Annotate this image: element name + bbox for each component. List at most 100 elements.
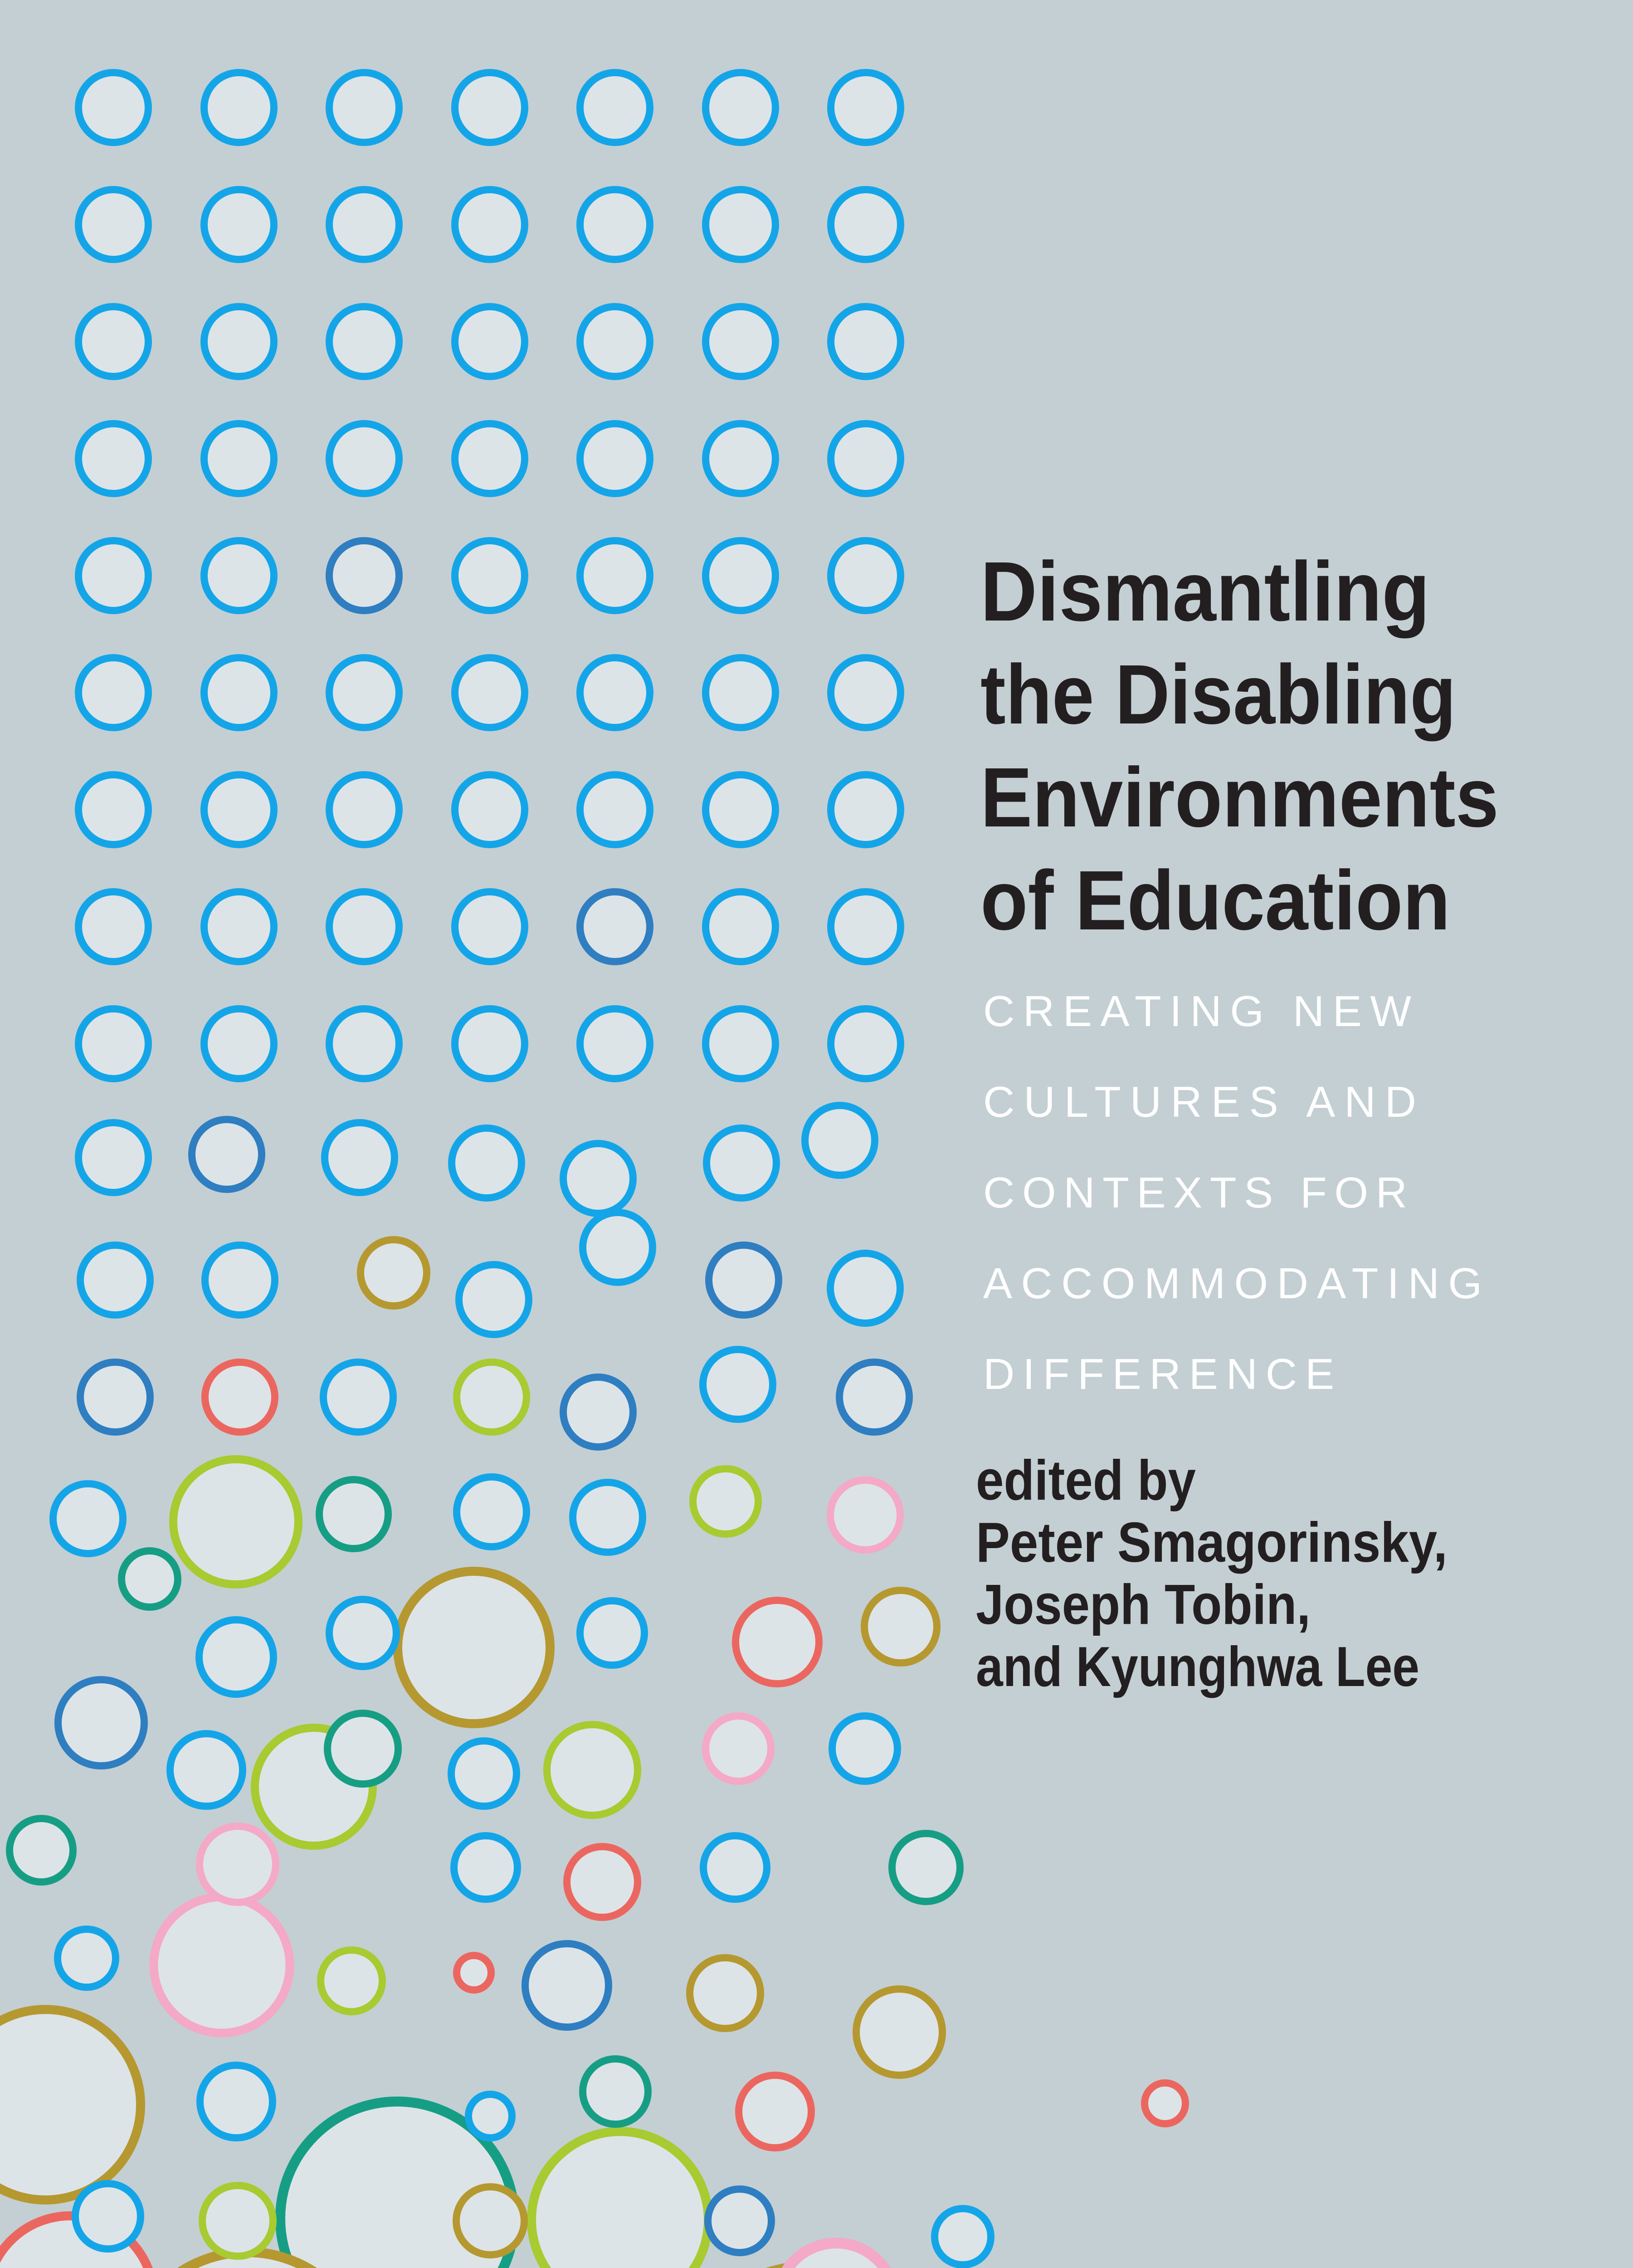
pattern-circle <box>326 1005 403 1082</box>
pattern-circle <box>704 2185 775 2256</box>
pattern-circle <box>200 1005 278 1082</box>
title-block: Dismantling the Disabling Environments o… <box>980 545 1499 948</box>
pattern-circle <box>702 1005 779 1082</box>
pattern-circle <box>827 69 904 146</box>
pattern-circle <box>357 1236 430 1310</box>
pattern-circle <box>560 1374 637 1451</box>
pattern-circle <box>579 2055 652 2128</box>
pattern-circle <box>705 1242 782 1319</box>
pattern-circle <box>451 1005 528 1082</box>
pattern-circle <box>453 2183 528 2258</box>
pattern-circle <box>201 1242 278 1319</box>
pattern-circle <box>465 2091 516 2141</box>
pattern-circle <box>200 654 278 731</box>
pattern-circle <box>829 1712 901 1785</box>
pattern-circle <box>699 1346 776 1423</box>
pattern-circle <box>75 771 152 848</box>
pattern-circle <box>453 1952 495 1994</box>
pattern-circle <box>75 1005 152 1082</box>
pattern-circle <box>522 1940 612 2031</box>
pattern-circle <box>543 1721 641 1819</box>
pattern-circle <box>451 69 528 146</box>
pattern-circle <box>451 888 528 965</box>
pattern-circle <box>702 537 779 614</box>
pattern-circle <box>200 771 278 848</box>
pattern-circle <box>732 1597 823 1687</box>
pattern-circle <box>450 1832 521 1903</box>
pattern-circle <box>200 420 278 497</box>
pattern-circle <box>827 654 904 731</box>
pattern-circle <box>200 537 278 614</box>
pattern-circle <box>702 186 779 263</box>
pattern-circle <box>560 1140 637 1217</box>
editors-block: edited by Peter Smagorinsky, Joseph Tobi… <box>976 1449 1448 1698</box>
subtitle-line-1: CREATING NEW <box>983 987 1411 1036</box>
pattern-circle <box>77 1359 154 1436</box>
pattern-circle <box>827 1005 904 1082</box>
pattern-circle <box>451 654 528 731</box>
pattern-circle <box>77 1242 154 1319</box>
pattern-circle <box>576 888 653 965</box>
title-line-1: Dismantling <box>980 545 1430 639</box>
pattern-circle <box>448 1737 520 1810</box>
pattern-circle <box>576 186 653 263</box>
pattern-circle <box>326 303 403 380</box>
pattern-circle <box>686 1954 764 2032</box>
editors-line-4: and Kyunghwa Lee <box>976 1636 1419 1698</box>
pattern-circle <box>196 2062 276 2141</box>
pattern-circle <box>576 537 653 614</box>
pattern-circle <box>563 1843 641 1921</box>
pattern-circle <box>320 1359 397 1436</box>
pattern-circle <box>801 1102 878 1179</box>
pattern-circle <box>453 1473 530 1550</box>
pattern-circle <box>700 1832 770 1903</box>
pattern-circle <box>827 771 904 848</box>
title-line-4: of Education <box>980 854 1450 948</box>
pattern-circle <box>853 1985 946 2079</box>
pattern-circle <box>49 1480 127 1557</box>
pattern-circle <box>702 420 779 497</box>
pattern-circle <box>324 1710 402 1788</box>
pattern-circle <box>931 2205 994 2268</box>
pattern-circle <box>448 1124 525 1202</box>
title-line-3: Environments <box>980 751 1499 845</box>
pattern-circle <box>201 1359 278 1436</box>
pattern-circle <box>455 1261 532 1338</box>
pattern-circle <box>75 537 152 614</box>
pattern-circle <box>393 1567 555 1728</box>
pattern-circle <box>702 1712 775 1785</box>
pattern-circle <box>326 654 403 731</box>
pattern-circle <box>702 888 779 965</box>
editors-line-2: Peter Smagorinsky, <box>976 1511 1448 1574</box>
pattern-circle <box>75 303 152 380</box>
pattern-circle <box>75 420 152 497</box>
pattern-circle <box>827 888 904 965</box>
pattern-circle <box>188 1116 265 1193</box>
pattern-circle <box>576 69 653 146</box>
pattern-circle <box>326 771 403 848</box>
pattern-circle <box>149 1892 294 2038</box>
pattern-circle <box>451 771 528 848</box>
pattern-circle <box>689 1465 762 1538</box>
pattern-circle <box>702 303 779 380</box>
pattern-circle <box>576 1005 653 1082</box>
subtitle-line-3: CONTEXTS FOR <box>983 1168 1407 1217</box>
pattern-circle <box>326 888 403 965</box>
pattern-circle <box>317 1946 386 2015</box>
pattern-circle <box>827 420 904 497</box>
pattern-circle <box>453 1359 530 1436</box>
pattern-circle <box>576 654 653 731</box>
pattern-circle <box>166 1730 246 1810</box>
pattern-circle <box>195 1616 277 1698</box>
pattern-circle <box>702 69 779 146</box>
pattern-circle <box>703 1124 780 1202</box>
pattern-circle <box>200 888 278 965</box>
pattern-circle <box>702 771 779 848</box>
pattern-circle <box>576 1597 648 1669</box>
pattern-circle <box>735 2072 815 2151</box>
pattern-circle <box>451 303 528 380</box>
pattern-circle <box>6 1815 77 1886</box>
pattern-circle <box>196 1823 279 1906</box>
pattern-circle <box>827 1250 904 1327</box>
editors-line-1: edited by <box>976 1449 1196 1512</box>
